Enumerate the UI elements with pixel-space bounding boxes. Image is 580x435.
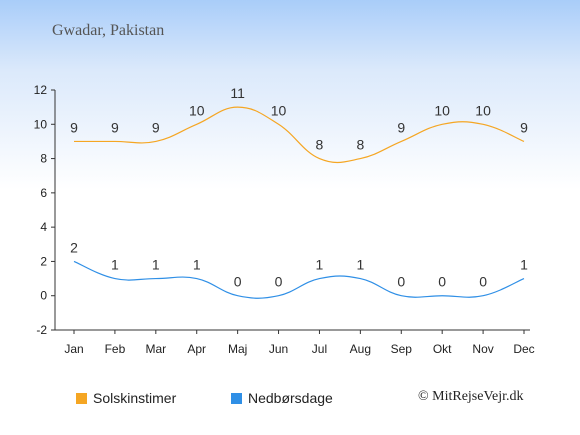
data-label: 0 — [234, 274, 242, 290]
series-lines — [73, 106, 525, 299]
data-label: 9 — [397, 119, 405, 135]
legend-label-1: Nedbørsdage — [248, 390, 333, 406]
data-label: 1 — [316, 257, 324, 273]
data-label: 0 — [397, 274, 405, 290]
legend: Solskinstimer Nedbørsdage — [76, 390, 333, 406]
x-tick-label: Apr — [187, 342, 206, 356]
data-label: 8 — [316, 137, 324, 153]
data-label: 0 — [479, 274, 487, 290]
y-tick-label: 4 — [40, 220, 47, 234]
y-tick-label: 10 — [34, 117, 48, 131]
x-tick-label: Maj — [228, 342, 247, 356]
data-label: 1 — [111, 257, 119, 273]
legend-label-0: Solskinstimer — [93, 390, 177, 406]
y-tick-label: 0 — [40, 289, 47, 303]
data-label: 9 — [70, 119, 78, 135]
data-label: 1 — [152, 257, 160, 273]
y-tick-label: 12 — [34, 83, 48, 97]
x-tick-label: Feb — [105, 342, 126, 356]
series-line-1 — [73, 260, 525, 299]
data-label: 10 — [434, 102, 450, 118]
x-tick-label: Jun — [269, 342, 288, 356]
x-tick-label: Dec — [513, 342, 534, 356]
data-label: 10 — [271, 102, 287, 118]
x-tick-label: Mar — [145, 342, 166, 356]
data-label: 9 — [152, 119, 160, 135]
data-label: 9 — [520, 119, 528, 135]
x-tick-label: Aug — [350, 342, 371, 356]
data-label: 10 — [475, 102, 491, 118]
x-tick-label: Sep — [391, 342, 413, 356]
credit-text: © MitRejseVejr.dk — [418, 389, 524, 404]
y-tick-label: 6 — [40, 186, 47, 200]
data-label: 1 — [356, 257, 364, 273]
data-label: 2 — [70, 239, 78, 255]
legend-swatch-1 — [231, 393, 242, 404]
data-label: 10 — [189, 102, 205, 118]
data-label: 1 — [520, 257, 528, 273]
y-tick-label: 2 — [40, 254, 47, 268]
x-tick-label: Jul — [312, 342, 327, 356]
y-tick-label: -2 — [36, 323, 47, 337]
series-line-0 — [73, 106, 525, 164]
data-label: 8 — [356, 137, 364, 153]
data-label: 11 — [230, 85, 245, 101]
y-tick-label: 8 — [40, 152, 47, 166]
x-tick-label: Jan — [64, 342, 83, 356]
x-tick-label: Nov — [472, 342, 493, 356]
data-label: 9 — [111, 119, 119, 135]
chart-title: Gwadar, Pakistan — [52, 22, 165, 39]
x-tick-label: Okt — [433, 342, 452, 356]
legend-swatch-0 — [76, 393, 87, 404]
data-label: 1 — [193, 257, 201, 273]
data-label: 0 — [275, 274, 283, 290]
data-label: 0 — [438, 274, 446, 290]
